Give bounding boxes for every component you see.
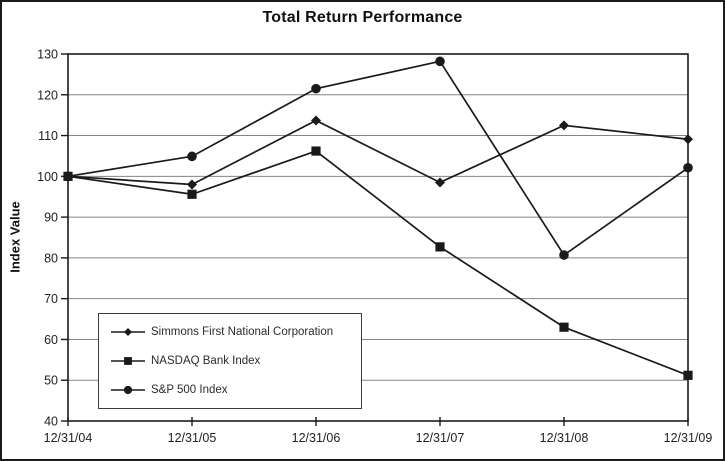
chart-title: Total Return Performance — [262, 9, 463, 26]
legend-marker-glyph — [123, 385, 133, 394]
x-tick-label: 12/31/06 — [292, 431, 341, 445]
legend-diamond-marker-icon — [111, 328, 145, 337]
y-tick-label: 90 — [44, 211, 58, 225]
y-tick-label: 110 — [38, 129, 58, 143]
data-point-marker-diamond — [187, 179, 197, 190]
legend-circle-marker-icon — [111, 385, 145, 394]
series-line — [67, 60, 689, 257]
data-point-marker-circle — [559, 250, 569, 260]
x-tick-label: 12/31/08 — [540, 431, 589, 445]
y-tick-label: 130 — [37, 48, 58, 62]
y-tick-label: 50 — [44, 374, 58, 388]
y-axis-title: Index Value — [7, 201, 23, 273]
series-simmons-first-national-corporation — [63, 115, 693, 190]
data-point-marker-square — [311, 146, 321, 156]
legend-item-nasdaq-bank-index: NASDAQ Bank Index — [111, 355, 361, 367]
data-point-marker-circle — [311, 83, 321, 94]
y-tick-label: 100 — [37, 170, 58, 184]
data-point-marker-square — [435, 242, 445, 252]
legend-label: S&P 500 Index — [151, 383, 228, 396]
legend-item-simmons-first-national-corporation: Simmons First National Corporation — [111, 326, 361, 338]
y-axis: 40 50 60 70 80 90 100 110 120 130 — [37, 48, 68, 429]
x-tick-label: 12/31/04 — [44, 431, 93, 445]
series-line — [67, 150, 689, 377]
x-tick-label: 12/31/09 — [664, 431, 713, 445]
y-tick-label: 60 — [44, 333, 58, 347]
legend-item-s-p-500-index: S&P 500 Index — [111, 384, 361, 396]
legend-label: NASDAQ Bank Index — [151, 354, 261, 367]
data-point-marker-square — [187, 189, 197, 199]
y-tick-label: 80 — [44, 251, 58, 265]
y-tick-label: 40 — [44, 415, 58, 429]
data-point-marker-diamond — [311, 115, 321, 126]
x-axis: 12/31/04 12/31/05 12/31/06 12/31/07 12/31/08… — [44, 417, 713, 445]
data-point-marker-diamond — [435, 177, 445, 188]
x-tick-label: 12/31/07 — [416, 431, 465, 445]
y-tick-label: 120 — [37, 88, 58, 102]
data-point-marker-circle — [63, 171, 73, 182]
plot-border — [67, 53, 689, 422]
legend: Simmons First National Corporation NASDAQ… — [98, 313, 362, 409]
legend-marker-glyph — [124, 357, 132, 365]
data-point-marker-square — [683, 370, 693, 380]
data-point-marker-diamond — [683, 134, 693, 145]
legend-marker-glyph — [124, 328, 132, 337]
data-point-marker-diamond — [559, 120, 569, 131]
data-point-marker-circle — [683, 162, 693, 173]
data-point-marker-square — [559, 322, 569, 332]
data-point-marker-circle — [187, 151, 197, 162]
legend-label: Simmons First National Corporation — [151, 326, 334, 339]
series-line — [67, 119, 689, 186]
series-s-p-500-index — [63, 56, 693, 260]
x-tick-label: 12/31/05 — [168, 431, 217, 445]
data-point-marker-circle — [435, 56, 445, 67]
legend-square-marker-icon — [111, 357, 145, 365]
y-tick-label: 70 — [44, 292, 58, 306]
